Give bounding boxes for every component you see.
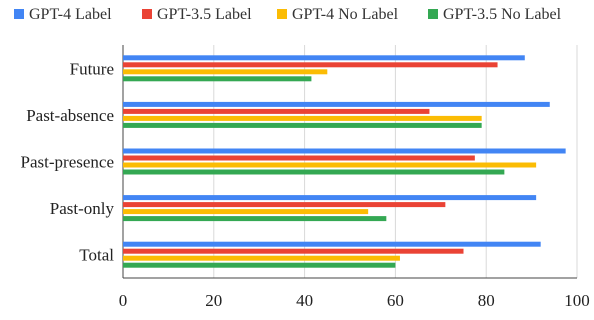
category-label-past-presence: Past-presence: [21, 153, 114, 172]
bar-past-only-gpt-3-5-label: [123, 202, 446, 208]
legend-swatch-gpt-3-5-no-label: [428, 9, 438, 19]
legend-label-gpt-3-5-label: GPT-3.5 Label: [157, 6, 252, 23]
category-label-past-absence: Past-absence: [26, 106, 114, 125]
x-tick-label-60: 60: [387, 291, 404, 310]
x-tick-label-40: 40: [296, 291, 313, 310]
x-tick-label-20: 20: [205, 291, 222, 310]
bar-future-gpt-4-no-label: [123, 69, 328, 75]
legend-label-gpt-4-label: GPT-4 Label: [29, 6, 112, 23]
bars: [123, 55, 566, 268]
legend: GPT-4 Label GPT-3.5 Label GPT-4 No Label GP…: [14, 6, 562, 23]
bar-past-absence-gpt-3-5-no-label: [123, 122, 482, 128]
bar-future-gpt-4-label: [123, 55, 525, 61]
legend-swatch-gpt-4-no-label: [277, 9, 287, 19]
x-tick-label-80: 80: [478, 291, 495, 310]
x-tick-labels: 0 20 40 60 80 100: [119, 291, 590, 310]
bar-past-absence-gpt-3-5-label: [123, 108, 430, 114]
bar-past-presence-gpt-4-label: [123, 148, 566, 154]
bar-total-gpt-4-label: [123, 241, 541, 247]
bar-past-only-gpt-4-no-label: [123, 209, 369, 215]
bar-past-presence-gpt-3-5-no-label: [123, 169, 505, 175]
category-label-total: Total: [79, 246, 114, 265]
legend-swatch-gpt-3-5-label: [142, 9, 152, 19]
category-label-future: Future: [70, 59, 114, 78]
bar-past-only-gpt-4-label: [123, 195, 537, 201]
bar-past-only-gpt-3-5-no-label: [123, 216, 387, 222]
bar-past-absence-gpt-4-no-label: [123, 115, 482, 121]
bar-future-gpt-3-5-label: [123, 62, 498, 68]
bar-total-gpt-3-5-no-label: [123, 262, 396, 268]
x-tick-label-0: 0: [119, 291, 128, 310]
bar-past-absence-gpt-4-label: [123, 101, 550, 107]
legend-label-gpt-4-no-label: GPT-4 No Label: [292, 6, 399, 23]
category-label-past-only: Past-only: [50, 199, 115, 218]
x-tick-label-100: 100: [564, 291, 590, 310]
bar-total-gpt-4-no-label: [123, 255, 400, 261]
bar-future-gpt-3-5-no-label: [123, 76, 312, 82]
grid-lines: [122, 45, 578, 279]
category-labels: Future Past-absence Past-presence Past-only…: [21, 59, 115, 264]
legend-swatch-gpt-4-label: [14, 9, 24, 19]
bar-past-presence-gpt-3-5-label: [123, 155, 475, 161]
bar-past-presence-gpt-4-no-label: [123, 162, 537, 168]
legend-label-gpt-3-5-no-label: GPT-3.5 No Label: [443, 6, 562, 23]
bar-total-gpt-3-5-label: [123, 248, 464, 254]
